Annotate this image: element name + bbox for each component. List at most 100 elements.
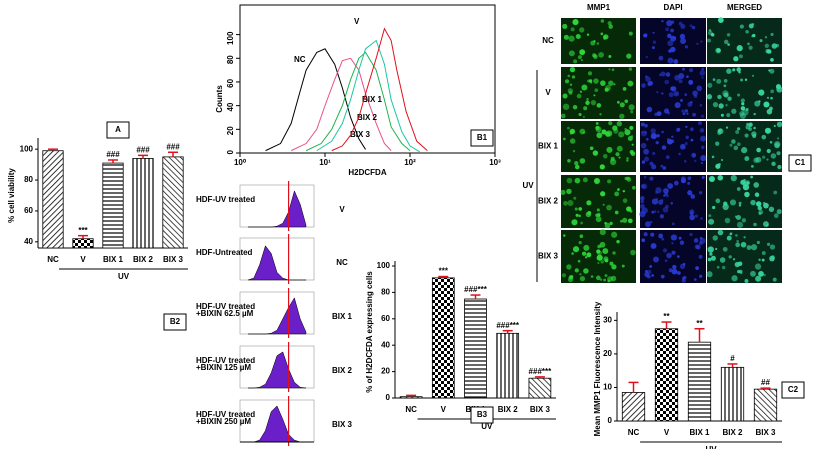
cell: [678, 236, 682, 240]
cell: [641, 83, 646, 88]
cell: [665, 27, 669, 32]
cell: [583, 268, 589, 274]
cell: [626, 53, 632, 59]
cell: [758, 258, 761, 261]
cell: [624, 99, 629, 104]
cell: [568, 50, 575, 57]
cell: [750, 164, 754, 168]
cell: [649, 176, 654, 181]
series-line: [265, 48, 366, 152]
cell: [770, 32, 774, 37]
sample-label: V: [339, 205, 345, 214]
cell: [571, 75, 576, 79]
y-tick-label: 80: [24, 175, 33, 184]
cell: [627, 135, 633, 142]
cell: [587, 79, 591, 83]
cell: [566, 264, 572, 270]
series-line: [316, 39, 420, 153]
cell: [776, 151, 781, 156]
histogram-frame: [239, 291, 315, 335]
cell: [579, 273, 582, 276]
cell: [689, 24, 693, 28]
cell: [776, 121, 783, 128]
cell: [671, 242, 674, 245]
cell: [670, 234, 678, 241]
cell: [699, 104, 703, 107]
cell: [689, 68, 694, 73]
cell: [729, 143, 733, 147]
cell: [680, 144, 686, 150]
y-axis-label: Mean MMP1 Fluorescence Intensity: [593, 301, 602, 436]
cell: [682, 67, 685, 71]
row-label: V: [545, 88, 551, 97]
cell: [678, 152, 681, 156]
cell: [758, 89, 765, 96]
cell: [746, 181, 750, 185]
bar: [431, 277, 455, 399]
bar: [399, 396, 423, 399]
y-axis-label: Counts: [215, 85, 224, 113]
cell: [759, 39, 763, 43]
cell: [708, 218, 715, 225]
cell: [574, 161, 579, 166]
bar: [72, 238, 94, 249]
cell: [706, 271, 713, 278]
cell: [577, 259, 581, 263]
cell: [670, 28, 674, 33]
y-axis-label: % cell viability: [7, 168, 16, 223]
cell: [754, 100, 761, 107]
cell: [671, 250, 676, 255]
panel-label: C2: [788, 385, 799, 394]
histogram: [248, 351, 307, 389]
cell: [720, 158, 724, 162]
cell: [770, 96, 773, 100]
significance-mark: ***: [439, 267, 449, 276]
cell: [643, 175, 647, 179]
cell: [684, 45, 689, 49]
cell: [700, 155, 707, 162]
cell: [658, 233, 664, 239]
cell: [599, 164, 605, 170]
cell: [596, 132, 603, 139]
cell: [567, 88, 573, 94]
cell: [578, 207, 583, 211]
cell: [587, 210, 592, 215]
cell: [614, 210, 619, 215]
cell: [734, 215, 738, 218]
cell: [640, 204, 645, 209]
cell: [664, 259, 668, 262]
cell: [590, 275, 594, 278]
cell: [645, 76, 651, 82]
cell: [729, 232, 733, 236]
cell: [738, 204, 742, 207]
cell: [606, 204, 612, 211]
x-tick-label: BIX 2: [722, 428, 743, 437]
cell: [619, 102, 625, 108]
cell: [753, 157, 759, 163]
cell: [699, 274, 703, 278]
cell: [671, 268, 678, 275]
row-label: NC: [542, 36, 554, 45]
cell: [643, 148, 650, 155]
cell: [687, 181, 691, 185]
panel-label-box: [106, 121, 130, 139]
cell: [573, 20, 577, 23]
series-line: [331, 27, 428, 152]
cell: [595, 216, 602, 223]
cell: [613, 83, 616, 86]
cell: [630, 110, 634, 114]
cell: [574, 207, 578, 211]
cell: [756, 194, 759, 197]
significance-mark: ###***: [496, 321, 520, 330]
cell: [753, 126, 756, 130]
cell: [641, 184, 646, 189]
cell: [706, 94, 713, 100]
cell: [764, 127, 772, 134]
cell: [573, 59, 578, 64]
cell: [719, 257, 726, 263]
cell: [722, 90, 729, 97]
cell: [563, 137, 566, 141]
cell: [768, 69, 771, 72]
cell: [748, 45, 753, 50]
cell: [718, 17, 724, 23]
